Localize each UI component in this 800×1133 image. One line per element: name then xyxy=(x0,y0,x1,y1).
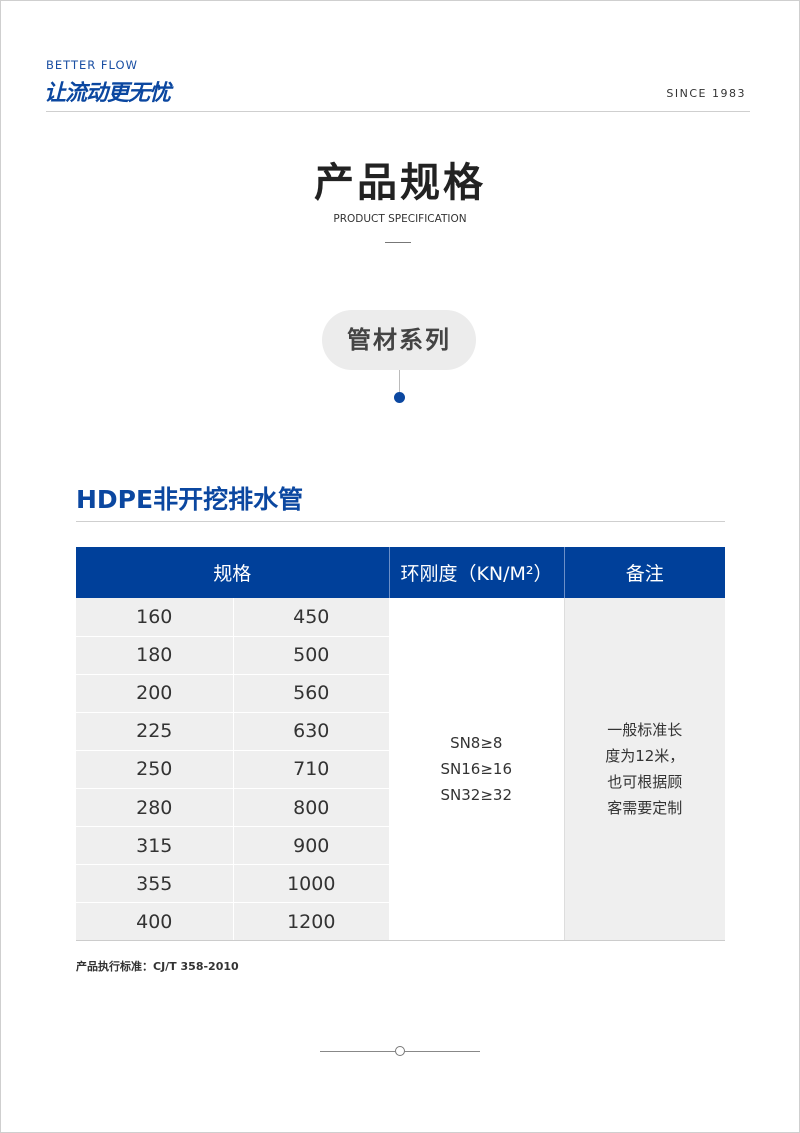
spec-value: 710 xyxy=(232,750,390,789)
connector-dot xyxy=(394,392,405,403)
spec-value: 225 xyxy=(76,712,233,751)
note-line: 一般标准长 xyxy=(607,721,683,740)
table-row: 225 630 xyxy=(76,712,725,751)
table-row: 160 450 SN8≥8 SN16≥16 SN32≥32 一般标准长度为12米， 也可根据… xyxy=(76,598,726,942)
ring-stiffness-value: SN32≥32 xyxy=(440,786,512,805)
spec-value: 250 xyxy=(76,750,233,789)
page-title: 产品规格 xyxy=(314,160,486,206)
ring-stiffness-value: SN16≥16 xyxy=(440,760,512,779)
note-cell: 一般标准长度为12米， 也可根据顾客需要定制 xyxy=(563,598,726,942)
spec-value: 400 xyxy=(76,902,233,942)
spec-value: 1200 xyxy=(232,902,390,942)
spec-table: 规格 环刚度（KN/M²） 备注 160 450 SN8≥8 SN16≥16 SN32≥… xyxy=(76,547,726,942)
spec-value: 900 xyxy=(232,826,390,866)
spec-value: 160 xyxy=(76,598,233,637)
section-title: HDPE非开挖排水管 xyxy=(76,485,304,514)
spec-value: 560 xyxy=(232,674,390,713)
header-spec: 规格 xyxy=(76,547,390,598)
footer-line-left xyxy=(320,1051,395,1052)
spec-value: 500 xyxy=(232,636,390,675)
standard-note: 产品执行标准：CJ/T 358-2010 xyxy=(76,960,239,973)
note-line: 也可根据顾 xyxy=(607,773,683,792)
table-row: 250 710 xyxy=(76,750,725,789)
ring-stiffness-cell: SN8≥8 SN16≥16 SN32≥32 xyxy=(389,598,565,942)
ring-stiffness-value: SN8≥8 xyxy=(450,734,503,753)
spec-value: 1000 xyxy=(232,864,390,904)
section-divider xyxy=(76,521,725,522)
note-line: 度为12米， xyxy=(605,747,685,766)
connector-line xyxy=(399,370,400,394)
footer-circle xyxy=(395,1046,405,1056)
spec-value: 200 xyxy=(76,674,233,713)
spec-value: 450 xyxy=(232,598,390,637)
brand-slogan-en: BETTER FLOW xyxy=(46,58,138,72)
series-pill: 管材系列 xyxy=(322,310,476,370)
header-note: 备注 xyxy=(563,547,726,598)
header-ring-stiffness: 环刚度（KN/M²） xyxy=(388,547,565,598)
footer-line-right xyxy=(405,1051,480,1052)
table-row: 315 900 xyxy=(76,826,725,866)
since-label: SINCE 1983 xyxy=(666,87,746,100)
note-line: 客需要定制 xyxy=(607,799,683,818)
table-row: 400 1200 xyxy=(76,902,725,942)
spec-value: 630 xyxy=(232,712,390,751)
table-row: 180 500 xyxy=(76,636,725,675)
spec-value: 315 xyxy=(76,826,233,866)
spec-value: 180 xyxy=(76,636,233,675)
page-subtitle: PRODUCT SPECIFICATION xyxy=(333,213,467,225)
spec-value: 280 xyxy=(76,788,233,828)
table-row: 280 800 xyxy=(76,788,725,828)
spec-value: 800 xyxy=(232,788,390,828)
table-row: 355 1000 xyxy=(76,864,725,904)
brand-logo: 让流动更无忧 xyxy=(44,81,171,106)
header-divider xyxy=(46,111,750,112)
spec-value: 355 xyxy=(76,864,233,904)
table-row: 200 560 xyxy=(76,674,725,713)
title-divider xyxy=(385,242,411,243)
